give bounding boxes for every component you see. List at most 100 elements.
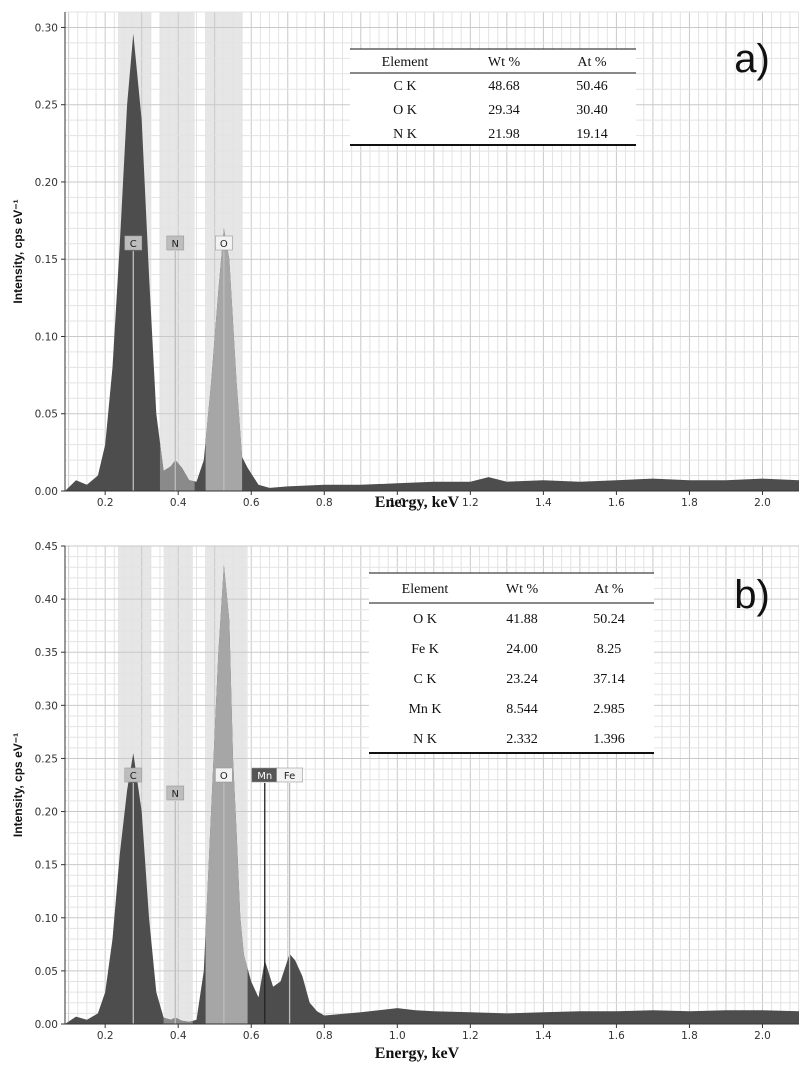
y-tick-label: 0.10 [35, 913, 58, 925]
panel-label: a) [734, 37, 770, 81]
x-tick-label: 1.8 [681, 497, 698, 509]
table-cell: 8.544 [506, 702, 538, 717]
x-tick-label: 2.0 [754, 497, 771, 509]
y-tick-label: 0.05 [35, 409, 58, 421]
spectrum-area [65, 33, 799, 491]
table-cell: O K [413, 612, 437, 627]
x-tick-label: 0.8 [316, 497, 333, 509]
y-tick-label: 0.15 [35, 860, 58, 872]
table-cell: Fe K [411, 642, 439, 657]
x-tick-label: 0.4 [170, 497, 187, 509]
table-cell: 37.14 [593, 672, 625, 687]
table-cell: 41.88 [506, 612, 538, 627]
y-tick-label: 0.45 [35, 541, 58, 553]
table-header-cell: At % [577, 55, 607, 70]
x-tick-label: 1.4 [535, 497, 552, 509]
table-cell: 24.00 [506, 642, 538, 657]
table-header-cell: Wt % [506, 582, 539, 597]
x-axis-title: Energy, keV [375, 494, 460, 511]
composition-table: Element Wt % At % C K 48.68 50.46 O K 29.34 30.4… [350, 48, 636, 146]
peak-label-c: C [130, 239, 137, 250]
x-tick-label: 0.6 [243, 1030, 260, 1042]
x-tick-label: 1.8 [681, 1030, 698, 1042]
peak-label-box [166, 785, 185, 801]
table-cell: O K [393, 103, 417, 118]
table-header-cell: Element [382, 55, 429, 70]
table-background [350, 49, 636, 145]
peak-label-box [215, 235, 233, 251]
table-cell: 50.24 [593, 612, 625, 627]
panel-label: b) [734, 573, 770, 617]
y-tick-label: 0.00 [35, 1019, 58, 1031]
peak-label-fe: Fe [284, 771, 295, 782]
table-cell: 50.46 [576, 79, 608, 94]
x-tick-label: 1.0 [389, 497, 406, 509]
x-tick-label: 1.2 [462, 1030, 479, 1042]
y-axis-title: Intensity, cps eV⁻¹ [11, 733, 25, 837]
y-tick-label: 0.10 [35, 331, 58, 343]
table-cell: N K [393, 127, 417, 142]
peak-label-box [124, 767, 143, 783]
x-tick-label: 0.2 [97, 497, 114, 509]
peak-label-box [215, 767, 233, 783]
y-tick-label: 0.30 [35, 22, 58, 34]
table-cell: C K [394, 79, 417, 94]
table-cell: 1.396 [593, 732, 625, 747]
table-cell: Mn K [408, 702, 441, 717]
x-tick-label: 2.0 [754, 1030, 771, 1042]
table-cell: N K [413, 732, 437, 747]
x-tick-label: 0.6 [243, 497, 260, 509]
table-cell: 2.985 [593, 702, 625, 717]
x-tick-label: 1.4 [535, 1030, 552, 1042]
peak-label-box [166, 235, 185, 251]
peak-label-n: N [172, 789, 179, 800]
composition-table: Element Wt % At % O K 41.88 50.24 Fe K 24.00 8.2… [369, 572, 654, 754]
table-cell: 48.68 [488, 79, 520, 94]
y-tick-label: 0.30 [35, 700, 58, 712]
chart-panel-b: C N O Mn Fe 0.2 0.4 0.6 0.8 1.0 1.2 1.4 1.6 1.8 2.0 0.0… [11, 541, 799, 1062]
peak-label-box [124, 235, 143, 251]
y-tick-label: 0.25 [35, 753, 58, 765]
table-cell: 30.40 [576, 103, 608, 118]
y-axis-title: Intensity, cps eV⁻¹ [11, 199, 25, 303]
y-tick-label: 0.25 [35, 100, 58, 112]
y-tick-label: 0.00 [35, 486, 58, 498]
y-tick-label: 0.15 [35, 254, 58, 266]
element-window-band [159, 12, 195, 491]
peak-label-o: O [220, 239, 228, 250]
x-tick-label: 0.2 [97, 1030, 114, 1042]
y-tick-label: 0.35 [35, 647, 58, 659]
y-tick-label: 0.05 [35, 966, 58, 978]
table-header-cell: Wt % [488, 55, 521, 70]
table-cell: 21.98 [488, 127, 520, 142]
table-cell: 29.34 [488, 103, 520, 118]
x-tick-label: 0.8 [316, 1030, 333, 1042]
x-tick-label: 1.0 [389, 1030, 406, 1042]
peak-label-n: N [172, 239, 179, 250]
spectrum-area [65, 565, 799, 1024]
peak-label-mn: Mn [257, 771, 272, 782]
table-cell: 23.24 [506, 672, 538, 687]
table-cell: 2.332 [506, 732, 538, 747]
grid [65, 545, 799, 1025]
peak-label-c: C [130, 771, 137, 782]
x-tick-label: 1.2 [462, 497, 479, 509]
chart-panel-a: C N O 0.2 0.4 0.6 0.8 1.0 1.2 1.4 1.6 1.8 2.0 0.00 0.0… [11, 11, 799, 511]
y-tick-label: 0.20 [35, 177, 58, 189]
table-background [369, 573, 654, 753]
x-tick-label: 0.4 [170, 1030, 187, 1042]
x-tick-label: 1.6 [608, 1030, 625, 1042]
y-tick-label: 0.20 [35, 807, 58, 819]
table-header-cell: Element [402, 582, 449, 597]
table-cell: 19.14 [576, 127, 608, 142]
y-tick-label: 0.40 [35, 594, 58, 606]
table-header-cell: At % [594, 582, 624, 597]
table-cell: C K [414, 672, 437, 687]
x-tick-label: 1.6 [608, 497, 625, 509]
peak-label-o: O [220, 771, 228, 782]
x-axis-title: Energy, keV [375, 1045, 460, 1062]
peak-label-box [276, 767, 303, 783]
table-cell: 8.25 [597, 642, 622, 657]
